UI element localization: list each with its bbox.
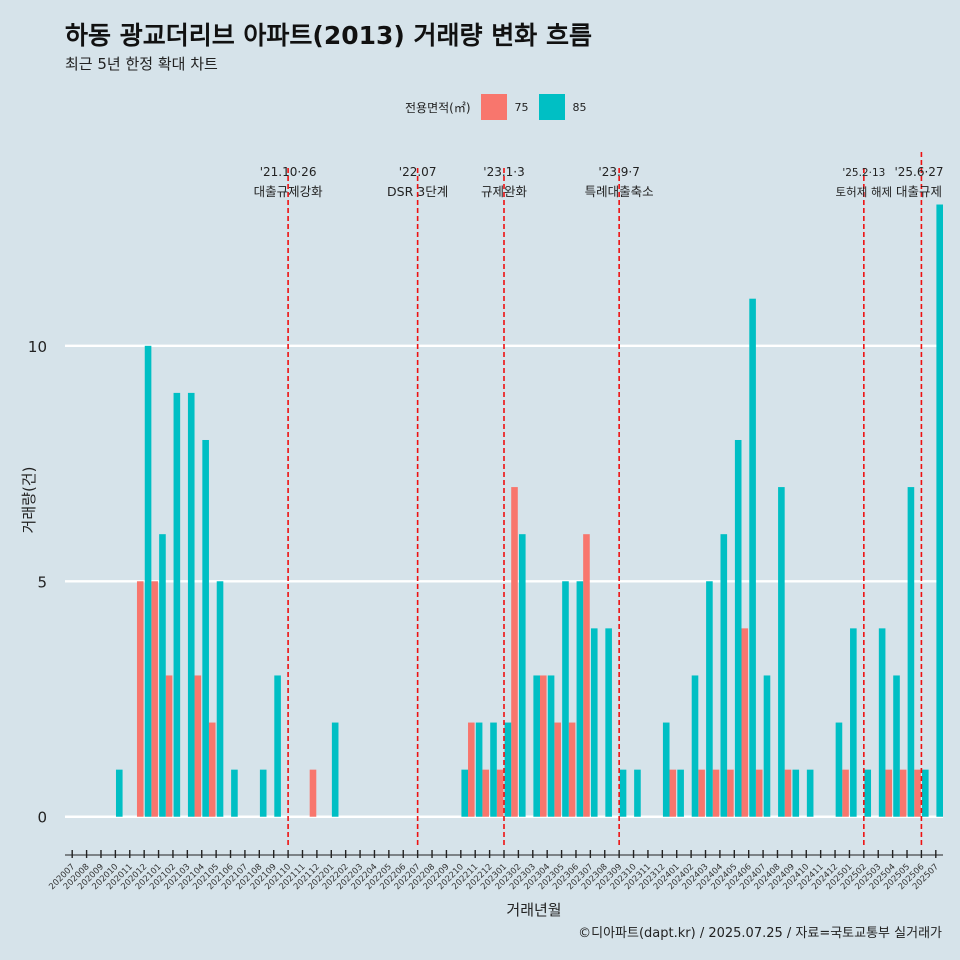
bar-85-202307 — [590, 628, 598, 817]
bar-75-202301 — [496, 769, 504, 817]
bar-85-202312 — [662, 722, 670, 817]
event-date-202207: '22.07 — [399, 165, 437, 179]
bar-85-202306 — [576, 581, 584, 817]
bar-85-202405 — [734, 439, 742, 817]
event-label-202110: 대출규제강화 — [254, 184, 324, 199]
bar-75-202307 — [583, 534, 590, 817]
bar-75-202211 — [468, 722, 475, 817]
bar-75-202112 — [309, 769, 317, 817]
bar-85-202102 — [173, 392, 181, 817]
bar-75-202504 — [885, 769, 893, 817]
bar-85-202310 — [634, 769, 641, 817]
event-label-202506: 대출규제 — [896, 184, 942, 199]
legend-label-75: 75 — [514, 100, 529, 114]
bar-85-202304 — [547, 675, 555, 817]
bar-85-202109 — [274, 675, 281, 817]
bar-85-202409 — [792, 769, 800, 817]
bar-85-202408 — [778, 487, 785, 817]
bar-85-202103 — [187, 392, 195, 817]
event-label-202301: 규제완화 — [481, 184, 528, 199]
bar-85-202407 — [763, 675, 771, 817]
event-date-202506: '25.6·27 — [894, 165, 943, 179]
bar-85-202406 — [749, 298, 756, 817]
bar-85-202412 — [835, 722, 843, 817]
bar-85-202303 — [533, 675, 540, 817]
bar-85-202503 — [878, 628, 886, 817]
bar-75-202406 — [741, 628, 749, 817]
bar-85-202502 — [864, 769, 872, 817]
bar-85-202507 — [936, 204, 943, 817]
event-date-202301: '23.1·3 — [483, 165, 524, 179]
bar-75-202409 — [784, 769, 792, 817]
y-axis-title: 거래량(건) — [20, 467, 38, 534]
bar-85-202404 — [720, 534, 728, 817]
bar-85-202101 — [159, 534, 166, 817]
bar-75-202407 — [755, 769, 763, 817]
bar-75-202501 — [842, 769, 849, 817]
bar-85-202212 — [490, 722, 497, 817]
bar-75-202506 — [914, 769, 921, 817]
bar-85-202108 — [259, 769, 267, 817]
bar-75-202212 — [482, 769, 490, 817]
event-label-202502: 토허제 해제 — [836, 185, 893, 199]
x-axis-title: 거래년월 — [506, 901, 561, 919]
bar-85-202402 — [691, 675, 699, 817]
bar-85-202105 — [216, 581, 224, 817]
y-tick-label-10: 10 — [28, 338, 47, 356]
bar-75-202101 — [151, 581, 158, 817]
legend-title: 전용면적(㎡) — [405, 100, 471, 115]
event-date-202502: '25.2·13 — [842, 167, 885, 179]
chart-subtitle: 최근 5년 한정 확대 차트 — [65, 55, 218, 73]
event-label-202309: 특례대출축소 — [585, 184, 654, 199]
bar-85-202301 — [504, 722, 512, 817]
bar-75-202104 — [194, 675, 202, 817]
bar-85-202501 — [850, 628, 857, 817]
chart-title: 하동 광교더리브 아파트(2013) 거래량 변화 흐름 — [65, 21, 592, 50]
bar-75-202302 — [511, 487, 518, 817]
bar-85-202504 — [893, 675, 900, 817]
legend-label-85: 85 — [572, 100, 587, 114]
bar-85-202305 — [562, 581, 569, 817]
source-caption: ©디아파트(dapt.kr) / 2025.07.25 / 자료=국토교통부 실… — [578, 926, 942, 941]
bar-75-202306 — [568, 722, 576, 817]
legend-swatch-75 — [480, 94, 507, 120]
bar-75-202401 — [669, 769, 677, 817]
y-tick-label-5: 5 — [37, 573, 47, 591]
bar-85-202201 — [331, 722, 339, 817]
bar-85-202308 — [605, 628, 612, 817]
bar-75-202404 — [712, 769, 720, 817]
event-date-202309: '23.9·7 — [598, 165, 639, 179]
legend-swatch-85 — [538, 94, 565, 120]
bar-85-202106 — [231, 769, 238, 817]
bar-85-202309 — [619, 769, 627, 817]
bar-85-202401 — [677, 769, 684, 817]
bar-85-202302 — [518, 534, 526, 817]
legend: 전용면적(㎡) 75 85 — [405, 92, 597, 122]
bar-75-202405 — [727, 769, 734, 817]
bar-75-202102 — [165, 675, 173, 817]
bar-75-202105 — [208, 722, 216, 817]
bar-85-202210 — [461, 769, 469, 817]
bar-75-202505 — [899, 769, 907, 817]
bar-75-202012 — [136, 581, 144, 817]
bar-75-202304 — [539, 675, 547, 817]
bar-85-202104 — [202, 439, 209, 817]
bar-85-202410 — [806, 769, 814, 817]
bar-75-202305 — [554, 722, 561, 817]
event-label-202207: DSR 3단계 — [387, 184, 448, 199]
bar-85-202505 — [907, 487, 915, 817]
bar-85-202010 — [115, 769, 123, 817]
bar-75-202403 — [698, 769, 705, 817]
bar-85-202506 — [922, 769, 929, 817]
event-date-202110: '21.10·26 — [260, 165, 317, 179]
bar-85-202211 — [475, 722, 483, 817]
bar-85-202403 — [706, 581, 713, 817]
bar-85-202012 — [144, 345, 152, 817]
y-tick-label-0: 0 — [37, 809, 47, 827]
